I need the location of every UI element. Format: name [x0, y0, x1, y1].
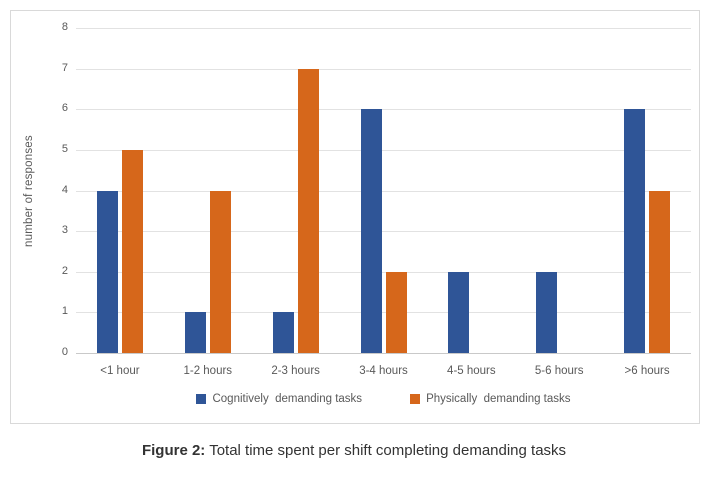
- legend-swatch: [196, 394, 207, 404]
- y-tick-label: 2: [61, 264, 68, 277]
- gridline: [76, 312, 691, 314]
- y-tick-label: 4: [61, 183, 68, 196]
- legend-label: Cognitively demanding tasks: [212, 393, 363, 405]
- bar-cognitive: [624, 109, 646, 353]
- y-tick-label: 8: [61, 21, 68, 33]
- x-category-label: 2-3 hours: [271, 365, 320, 377]
- x-category-label: >6 hours: [624, 365, 670, 377]
- x-category-label: 5-6 hours: [534, 365, 584, 377]
- gridline: [76, 28, 691, 29]
- bar-cognitive: [360, 109, 382, 353]
- legend: Cognitively demanding tasks Physically de…: [76, 389, 691, 409]
- bar-cognitive: [448, 271, 470, 353]
- bar-cognitive: [184, 312, 206, 353]
- gridline: [76, 109, 691, 111]
- legend-item: Physically demanding tasks: [410, 393, 571, 405]
- caption-label: Figure 2:: [141, 442, 206, 459]
- bar-physical: [209, 190, 231, 353]
- y-tick-label: 0: [61, 346, 68, 358]
- x-category-label: <1 hour: [100, 365, 140, 377]
- gridline: [76, 190, 691, 192]
- y-tick-label: 3: [61, 224, 68, 237]
- bar-physical: [121, 149, 143, 353]
- bar-cognitive: [272, 312, 294, 353]
- y-tick-label: 1: [61, 305, 68, 318]
- y-axis-title: number of responses: [23, 135, 35, 247]
- y-tick-label: 5: [61, 142, 68, 155]
- bar-cognitive: [536, 271, 558, 353]
- x-category-label: 1-2 hours: [183, 365, 233, 377]
- gridline: [76, 271, 691, 273]
- y-tick-label: 7: [61, 61, 68, 74]
- caption-text: Total time spent per shift completing de…: [205, 442, 567, 459]
- bar-physical: [649, 190, 671, 353]
- gridline: [76, 231, 691, 233]
- chart-frame: number of responses 0 1 2 3 4 5 6 7 8 <1 hour 1-2 …: [10, 10, 700, 424]
- legend-label: Physically demanding tasks: [426, 393, 571, 405]
- bar-physical: [297, 68, 319, 353]
- gridline: [76, 68, 691, 70]
- legend-item: Cognitively demanding tasks: [196, 393, 362, 405]
- bar-physical: [385, 271, 407, 353]
- x-category-label: 4-5 hours: [447, 365, 496, 377]
- gridline: [76, 149, 691, 151]
- bar-cognitive: [96, 190, 118, 353]
- legend-swatch: [410, 394, 421, 404]
- y-tick-label: 6: [61, 102, 68, 115]
- gridline: [76, 353, 691, 354]
- x-category-label: 3-4 hours: [359, 365, 408, 377]
- figure-caption: Figure 2: Total time spent per shift com…: [0, 442, 708, 459]
